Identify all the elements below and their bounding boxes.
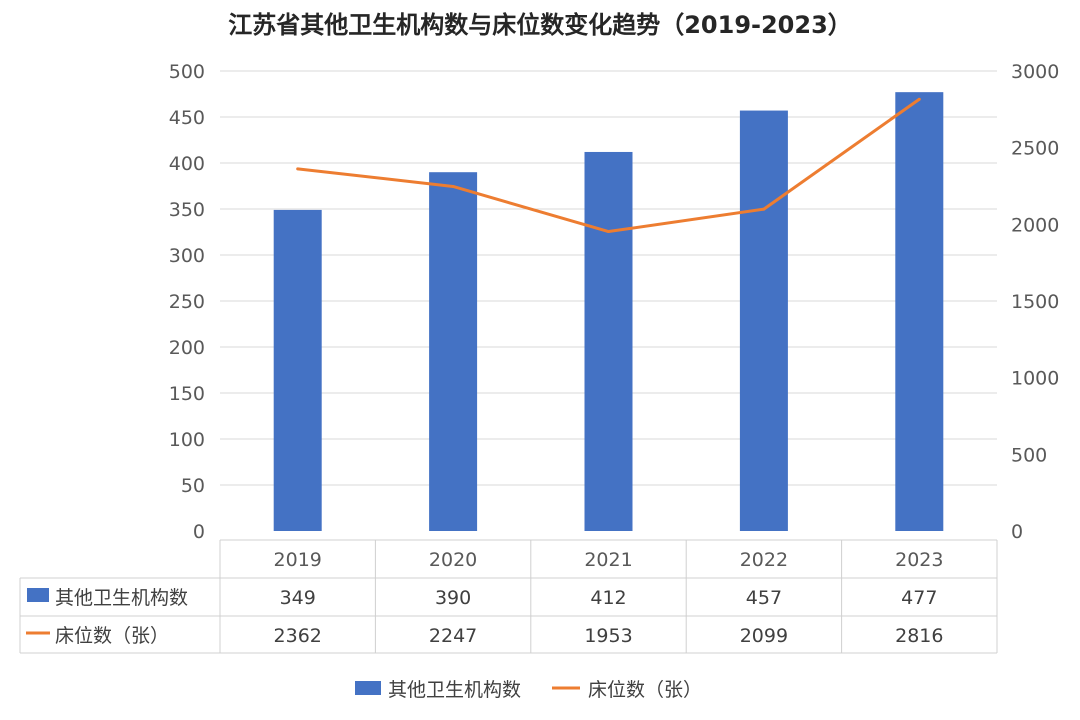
x-tick-label: 2021 [584, 549, 632, 571]
y-left-tick-label: 350 [169, 199, 205, 221]
table-cell-line-value: 2247 [429, 625, 477, 647]
bar [895, 92, 944, 531]
y-right-tick-label: 1500 [1011, 291, 1059, 313]
table-row-label: 其他卫生机构数 [55, 587, 188, 609]
x-tick-label: 2019 [274, 549, 322, 571]
line-series [296, 97, 921, 234]
line-point [607, 230, 610, 234]
table-bar-swatch [27, 588, 49, 602]
y-right-tick-label: 500 [1011, 444, 1047, 466]
x-tick-label: 2022 [740, 549, 788, 571]
y-right-tick-label: 2500 [1011, 138, 1059, 160]
table-row-label: 床位数（张） [55, 625, 169, 647]
data-table: 2019 349 2362 2020 390 2247 2021 412 1953 2022 457… [19, 539, 998, 654]
y-left-tick-label: 400 [169, 153, 205, 175]
y-left-tick-label: 450 [169, 107, 205, 129]
y-left-tick-label: 250 [169, 291, 205, 313]
legend-label: 床位数（张） [588, 679, 702, 701]
y-right-tick-label: 0 [1011, 521, 1023, 543]
table-cell-bar-value: 457 [746, 587, 782, 609]
legend-bar-swatch [355, 681, 381, 695]
y-left-tick-label: 500 [169, 61, 205, 83]
bar-series [273, 92, 944, 532]
table-cell-bar-value: 412 [590, 587, 626, 609]
y-axis-right: 0 500 1000 1500 2000 2500 3000 [1011, 61, 1059, 543]
table-cell-line-value: 2362 [274, 625, 322, 647]
line-point [762, 207, 766, 211]
table-cell-line-value: 2099 [740, 625, 788, 647]
table-cell-line-value: 1953 [584, 625, 632, 647]
x-tick-label: 2020 [429, 549, 477, 571]
table-cell-line-value: 2816 [895, 625, 943, 647]
table-cell-bar-value: 477 [901, 587, 937, 609]
y-left-tick-label: 100 [169, 429, 205, 451]
y-right-tick-label: 3000 [1011, 61, 1059, 83]
line-point [296, 167, 300, 171]
table-cell-bar-value: 349 [280, 587, 316, 609]
y-left-tick-label: 50 [181, 475, 205, 497]
y-left-tick-label: 0 [193, 521, 205, 543]
line-point [451, 184, 455, 188]
y-left-tick-label: 300 [169, 245, 205, 267]
y-right-tick-label: 1000 [1011, 368, 1059, 390]
y-left-tick-label: 150 [169, 383, 205, 405]
bar [429, 172, 478, 531]
bar [273, 209, 322, 532]
legend-label: 其他卫生机构数 [388, 679, 521, 701]
bar [739, 110, 788, 531]
y-right-tick-label: 2000 [1011, 214, 1059, 236]
table-cell-bar-value: 390 [435, 587, 471, 609]
y-left-tick-label: 200 [169, 337, 205, 359]
legend: 其他卫生机构数 床位数（张） [355, 679, 702, 701]
line-point [917, 97, 921, 101]
bar [584, 151, 633, 531]
y-axis-left: 0 50 100 150 200 250 300 350 400 450 500 [169, 61, 205, 543]
x-tick-label: 2023 [895, 549, 943, 571]
chart-title: 江苏省其他卫生机构数与床位数变化趋势（2019-2023） [228, 11, 852, 39]
